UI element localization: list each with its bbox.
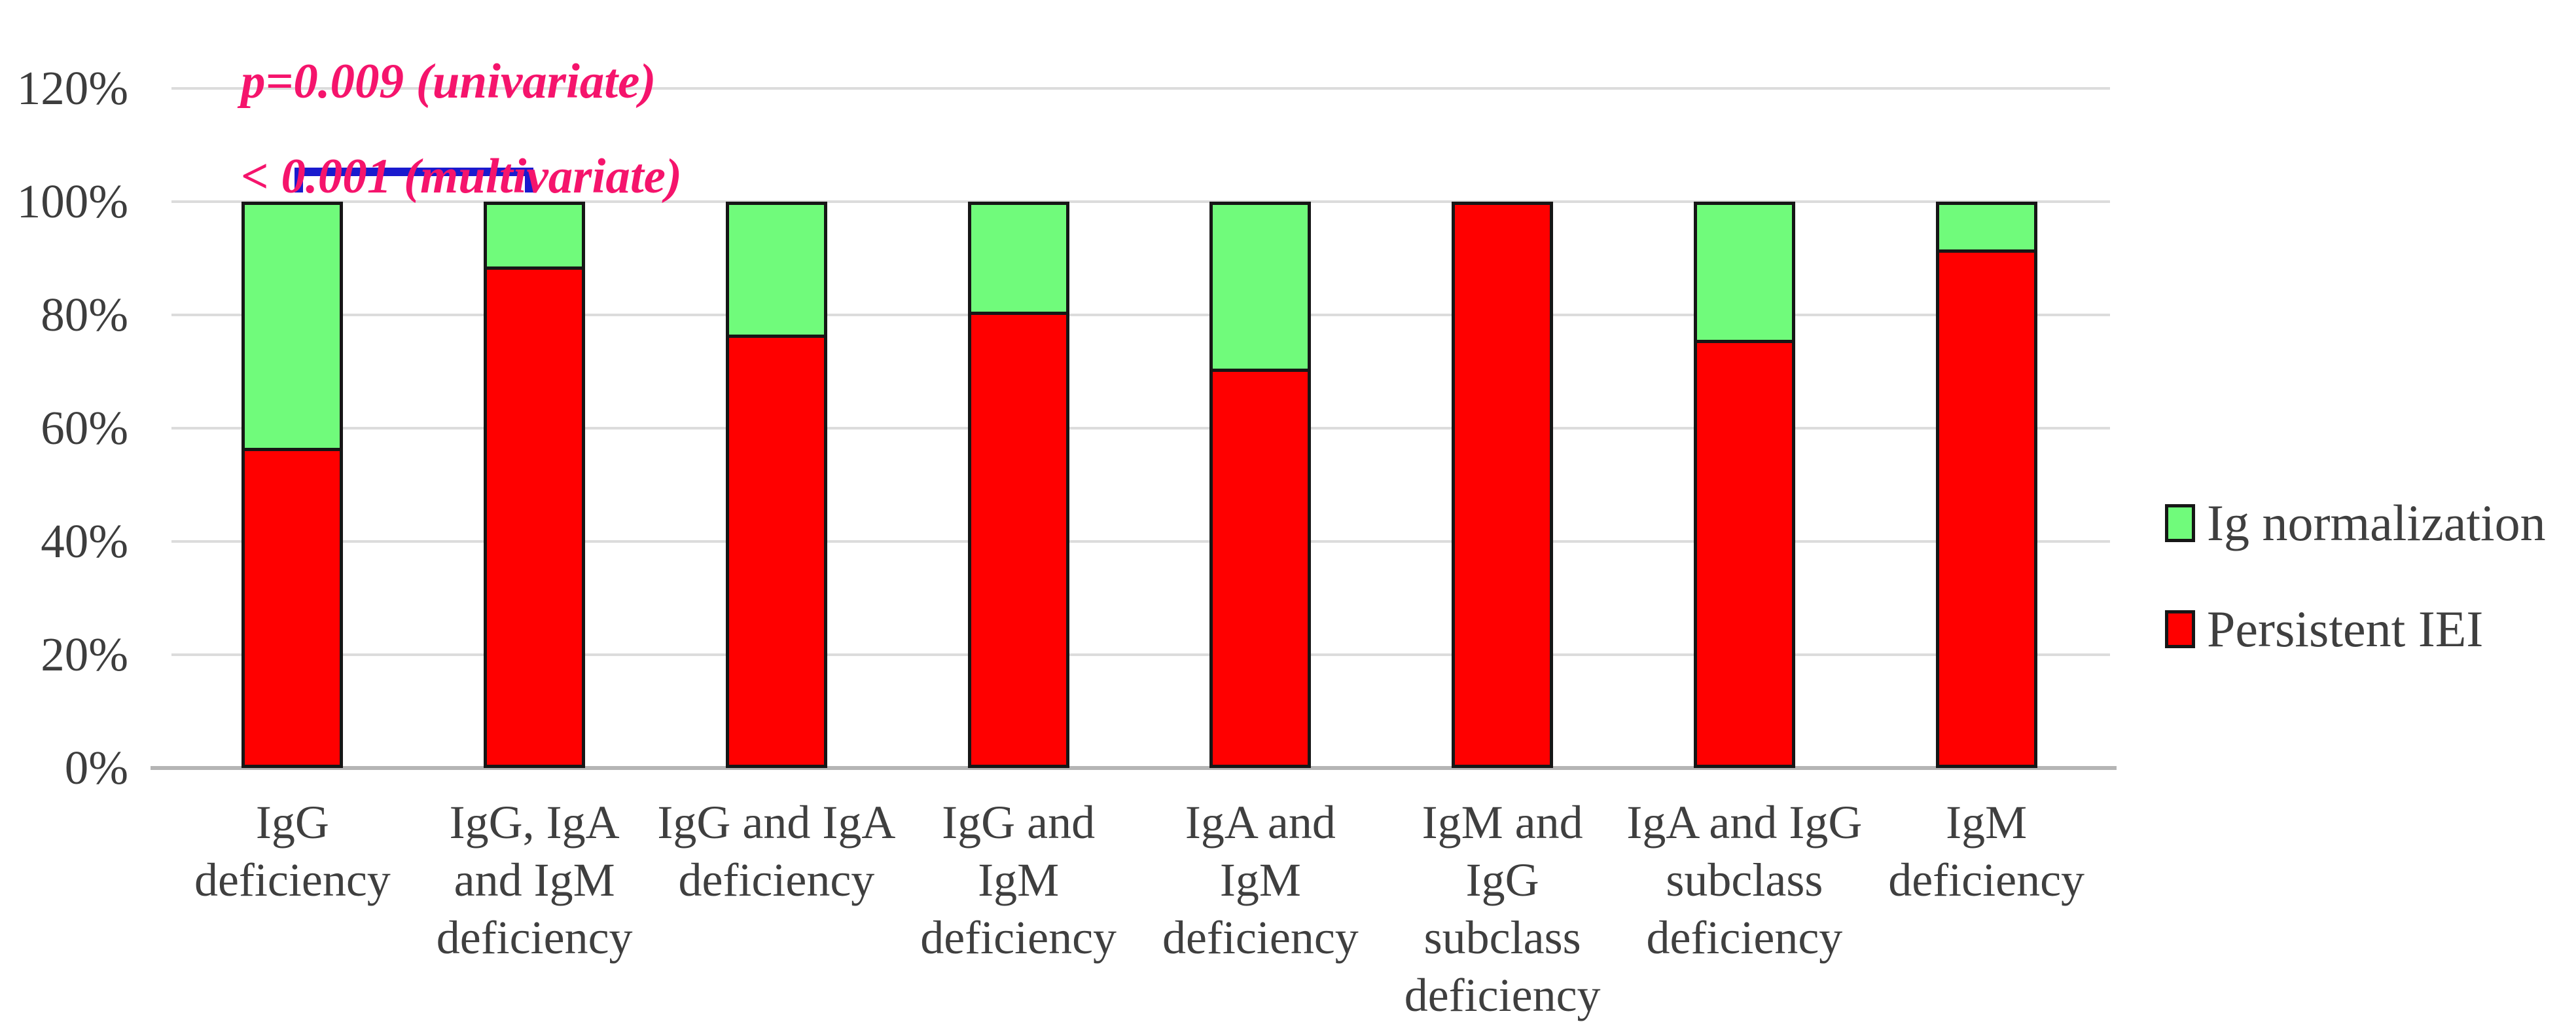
y-tick-label: 60% (41, 401, 128, 454)
stacked-bar (484, 202, 586, 768)
segment-persistent-iei (1452, 202, 1554, 768)
x-category-label-line: IgM and (1422, 796, 1583, 849)
x-category-label: IgG and IgA deficiency (656, 794, 898, 1024)
x-category-label: IgA and IgM deficiency (1139, 794, 1382, 1024)
p-value-line-univariate: p=0.009 (univariate) (241, 54, 656, 109)
x-category-label-line: IgG (1465, 854, 1539, 906)
x-category-label-line: deficiency (1646, 911, 1843, 964)
x-category-label: IgG and IgM deficiency (897, 794, 1139, 1024)
segment-ig-normalization (484, 202, 586, 270)
y-tick-label: 100% (16, 175, 128, 228)
segment-persistent-iei (725, 338, 827, 768)
segment-persistent-iei (967, 315, 1069, 768)
x-axis-line (151, 766, 2117, 770)
x-category-label-line: deficiency (194, 854, 391, 906)
legend: Ig normalization Persistent IEI (2165, 494, 2546, 708)
bars-area (171, 202, 2107, 768)
stacked-bar (967, 202, 1069, 768)
segment-ig-normalization (1935, 202, 2037, 253)
significance-bracket (295, 168, 533, 192)
bar-slot (1624, 202, 1866, 768)
gridline (171, 653, 2110, 656)
stacked-bar (241, 202, 344, 768)
bar-slot (414, 202, 656, 768)
x-category-label-line: subclass (1666, 854, 1823, 906)
legend-item: Ig normalization (2165, 494, 2546, 551)
stacked-bar (1452, 202, 1554, 768)
x-category-label-line: IgM (1219, 854, 1301, 906)
x-category-label: IgM deficiency (1865, 794, 2107, 1024)
x-category-label-line: deficiency (1162, 911, 1359, 964)
x-category-label-line: subclass (1423, 911, 1581, 964)
x-category-label-line: IgA and (1185, 796, 1336, 849)
segment-ig-normalization (1693, 202, 1795, 343)
segment-ig-normalization (1209, 202, 1312, 372)
x-category-label-line: IgG, IgA (449, 796, 620, 849)
legend-swatch-icon (2165, 504, 2195, 542)
segment-persistent-iei (484, 270, 586, 768)
bar-slot (897, 202, 1139, 768)
x-category-label-line: deficiency (436, 911, 633, 964)
y-tick-label: 20% (41, 628, 128, 681)
segment-ig-normalization (241, 202, 344, 451)
y-tick-label: 0% (64, 741, 128, 794)
x-category-label: IgA and IgG subclass deficiency (1624, 794, 1866, 1024)
bar-slot (1865, 202, 2107, 768)
y-tick-label: 120% (16, 62, 128, 115)
legend-item: Persistent IEI (2165, 600, 2546, 657)
bar-slot (1382, 202, 1624, 768)
stacked-bar (1935, 202, 2037, 768)
gridline (171, 87, 2110, 90)
x-category-label-line: deficiency (920, 911, 1117, 964)
legend-swatch-icon (2165, 610, 2195, 648)
bar-slot (1139, 202, 1382, 768)
x-category-label: IgM and IgG subclass deficiency (1382, 794, 1624, 1024)
p-value-annotation: p=0.009 (univariate) < 0.001 (multivaria… (241, 34, 682, 224)
x-category-label-line: IgG (255, 796, 329, 849)
stacked-bar (1693, 202, 1795, 768)
y-tick-label: 80% (41, 288, 128, 341)
x-category-label-line: IgM (1946, 796, 2028, 849)
gridline (171, 427, 2110, 430)
segment-persistent-iei (241, 451, 344, 768)
gridline (171, 540, 2110, 543)
x-category-label: IgG deficiency (171, 794, 414, 1024)
p-value-line-multivariate: < 0.001 (multivariate) (241, 149, 682, 204)
segment-ig-normalization (725, 202, 827, 338)
x-category-label-line: deficiency (1888, 854, 2085, 906)
x-category-label-line: IgG and (942, 796, 1096, 849)
bar-slot (171, 202, 414, 768)
legend-label: Ig normalization (2207, 494, 2546, 551)
x-category-label-line: and IgM (454, 854, 615, 906)
x-category-label-line: deficiency (1404, 969, 1601, 1021)
segment-persistent-iei (1935, 253, 2037, 768)
gridline (171, 314, 2110, 316)
x-category-label-line: IgA and IgG (1626, 796, 1863, 849)
segment-ig-normalization (967, 202, 1069, 315)
stacked-bar (725, 202, 827, 768)
bar-slot (656, 202, 898, 768)
gridline (171, 200, 2110, 203)
segment-persistent-iei (1209, 371, 1312, 768)
legend-label: Persistent IEI (2207, 600, 2484, 657)
x-category-label-line: IgM (978, 854, 1060, 906)
stacked-bar (1209, 202, 1312, 768)
y-tick-label: 40% (41, 515, 128, 568)
x-category-label-line: deficiency (678, 854, 875, 906)
x-category-label: IgG, IgA and IgM deficiency (414, 794, 656, 1024)
x-category-label-line: IgG and IgA (657, 796, 896, 849)
x-axis-category-labels: IgG deficiency IgG, IgA and IgM deficiency Ig… (171, 794, 2107, 1024)
segment-persistent-iei (1693, 343, 1795, 768)
